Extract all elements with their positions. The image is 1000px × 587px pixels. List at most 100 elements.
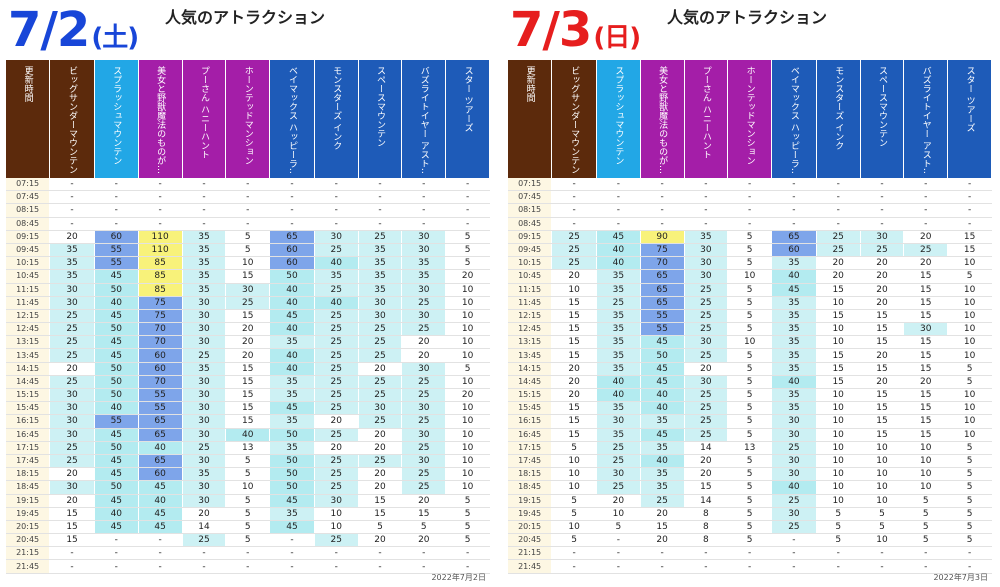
wait-cell: - [947,546,992,561]
date-label: 7/2 [8,2,90,58]
wait-cell: 15 [860,309,905,324]
wait-cell: 10 [947,256,992,271]
column-header: 更新時間 [508,60,553,178]
wait-cell: 5 [947,533,992,548]
wait-cell: 35 [771,335,817,350]
wait-cell: - [640,217,685,231]
wait-cell: 35 [358,283,403,297]
wait-cell: 45 [94,269,139,284]
wait-cell: 10 [727,335,773,350]
wait-cell: 10 [816,296,861,310]
wait-cell: 10 [947,428,992,442]
wait-cell: 25 [640,494,685,508]
wait-cell: 5 [445,256,490,271]
wait-cell: 25 [596,441,641,455]
wait-cell: - [771,559,817,574]
wait-cell: 30 [182,401,227,416]
wait-cell: 75 [138,309,183,324]
wait-cell: 30 [49,296,95,310]
wait-cell: 65 [640,296,685,310]
wait-cell: - [596,190,641,205]
page-title: 人気のアトラクション [666,8,827,27]
time-cell: 21:15 [508,546,553,561]
wait-cell: 20 [640,533,685,548]
wait-cell: - [225,559,271,574]
header-row: 更新時間 ビッグサンダーマウンテン スプラッシュマウンテン 美女と野獣魔法のものが… プ… [508,60,992,178]
wait-cell: 20 [903,230,949,244]
wait-cell: 5 [947,507,992,521]
wait-cell: - [727,217,773,231]
table-row: 15:15 30 50 55 30 15 35 25 25 25 20 [6,388,490,403]
wait-cell: - [727,559,773,574]
wait-cell: 15 [903,309,949,324]
wait-cell: 30 [771,467,817,482]
wait-cell: 25 [816,230,861,244]
wait-cell: - [860,203,905,218]
column-header: プーさん ハニーハント [182,60,227,178]
wait-cell: 10 [816,322,861,337]
wait-cell: 5 [445,533,490,548]
table-row: 13:45 25 45 60 25 20 40 25 25 20 10 [6,348,490,363]
wait-cell: 10 [860,480,905,495]
wait-cell: 30 [903,322,949,337]
wait-cell: 15 [816,309,861,324]
time-cell: 20:45 [508,533,553,548]
header-row: 更新時間 ビッグサンダーマウンテン スプラッシュマウンテン 美女と野獣魔法のものが… プ… [6,60,490,178]
wait-cell: 25 [551,230,597,244]
wait-cell: 30 [49,401,95,416]
time-cell: 13:15 [508,335,553,350]
column-header-label: 美女と野獣魔法のものが… [155,66,166,174]
wait-cell: 14 [182,520,227,535]
wait-cell: - [94,203,139,218]
column-header: モンスターズ インク [816,60,861,178]
wait-cell: 40 [138,494,183,508]
wait-cell: 15 [903,269,949,284]
wait-cell: - [816,217,861,231]
wait-cell: 30 [182,494,227,508]
wait-cell: 5 [947,441,992,455]
wait-cell: 45 [269,520,315,535]
time-cell: 07:15 [508,178,553,192]
wait-cell: - [225,190,271,205]
wait-cell: 15 [903,362,949,376]
column-header: ベイマックス ハッピーラ… [771,60,817,178]
wait-cell: 20 [860,269,905,284]
wait-cell: - [94,190,139,205]
wait-cell: 14 [684,441,729,455]
column-header: スペースマウンテン [358,60,403,178]
wait-cell: 35 [269,335,315,350]
wait-cell: 40 [596,243,641,258]
wait-cell: - [314,546,359,561]
wait-cell: 15 [551,309,597,324]
wait-cell: 10 [816,401,861,416]
wait-cell: 5 [727,309,773,324]
table-row: 19:15 20 45 40 30 5 45 30 15 20 5 [6,494,490,508]
wait-cell: 5 [727,230,773,244]
wait-cell: 40 [94,296,139,310]
wait-cell: 25 [358,230,403,244]
table-row: 10:15 25 40 70 30 5 35 20 20 20 10 [508,256,992,271]
wait-cell: 45 [94,428,139,442]
wait-cell: 5 [727,480,773,495]
wait-cell: 35 [640,480,685,495]
table-row: 15:45 30 40 55 30 15 45 25 30 30 10 [6,401,490,416]
wait-cell: 40 [596,375,641,390]
wait-cell: 25 [684,348,729,363]
table-row: 10:15 35 55 85 35 10 60 40 35 35 5 [6,256,490,271]
wait-cell: 10 [551,454,597,469]
wait-cell: - [551,559,597,574]
wait-cell: 13 [727,441,773,455]
wait-cell: 15 [860,322,905,337]
time-cell: 13:45 [508,348,553,363]
wait-cell: 40 [596,256,641,271]
wait-cell: 10 [445,441,490,455]
table-row: 13:45 15 35 50 25 5 35 15 20 15 10 [508,348,992,363]
column-header: バズライトイヤー アスト… [903,60,949,178]
table-row: 10:45 20 35 65 30 10 40 20 20 15 5 [508,269,992,284]
wait-cell: 10 [947,335,992,350]
time-cell: 17:15 [508,441,553,455]
wait-cell: 25 [401,296,447,310]
wait-cell: 50 [269,454,315,469]
wait-cell: 25 [358,454,403,469]
wait-cell: 10 [947,348,992,363]
